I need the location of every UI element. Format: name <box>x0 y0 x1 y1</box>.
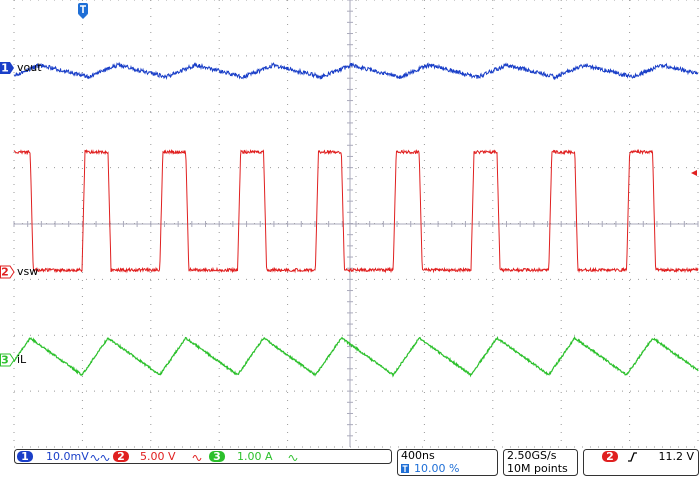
vout-trace <box>13 61 699 81</box>
ch3-marker: 3 <box>0 353 15 367</box>
record-length: 10M points <box>507 462 568 475</box>
trigger-level: 11.2 V <box>658 450 694 463</box>
ch2-marker: 2 <box>0 265 15 279</box>
ch-number: 1 <box>21 450 29 463</box>
timebase-box <box>397 449 498 476</box>
trigger-level-marker <box>691 170 697 176</box>
status-bar: 1 10.0mV 2 5.00 V 3 1.00 A 400ns 10.00 %… <box>14 449 699 476</box>
ch-number: 3 <box>1 354 9 367</box>
vsw-trace <box>13 148 699 274</box>
trigger-source: 2 <box>606 450 614 463</box>
channel-label: vsw <box>17 265 38 278</box>
ch-number: 3 <box>213 450 221 463</box>
timebase-scale: 400ns <box>401 449 435 462</box>
channel-scales-box <box>14 449 392 464</box>
trigger-position: 10.00 % <box>414 462 459 475</box>
acquisition-box <box>503 449 578 476</box>
il-trace <box>13 335 699 378</box>
waveforms <box>13 61 699 378</box>
channel-label: vout <box>17 61 42 74</box>
channel-label: iL <box>17 353 27 366</box>
ch-scale: 5.00 V <box>140 450 176 463</box>
ch-number: 2 <box>1 266 9 279</box>
sample-rate: 2.50GS/s <box>507 449 557 462</box>
ch1-marker: 1 <box>0 62 14 75</box>
ch-scale: 1.00 A <box>237 450 273 463</box>
ch-number: 2 <box>117 450 125 463</box>
trigger-position-marker <box>78 3 88 19</box>
ch-scale: 10.0mV <box>46 450 89 463</box>
ch-number: 1 <box>1 62 9 75</box>
graticule <box>13 0 699 448</box>
